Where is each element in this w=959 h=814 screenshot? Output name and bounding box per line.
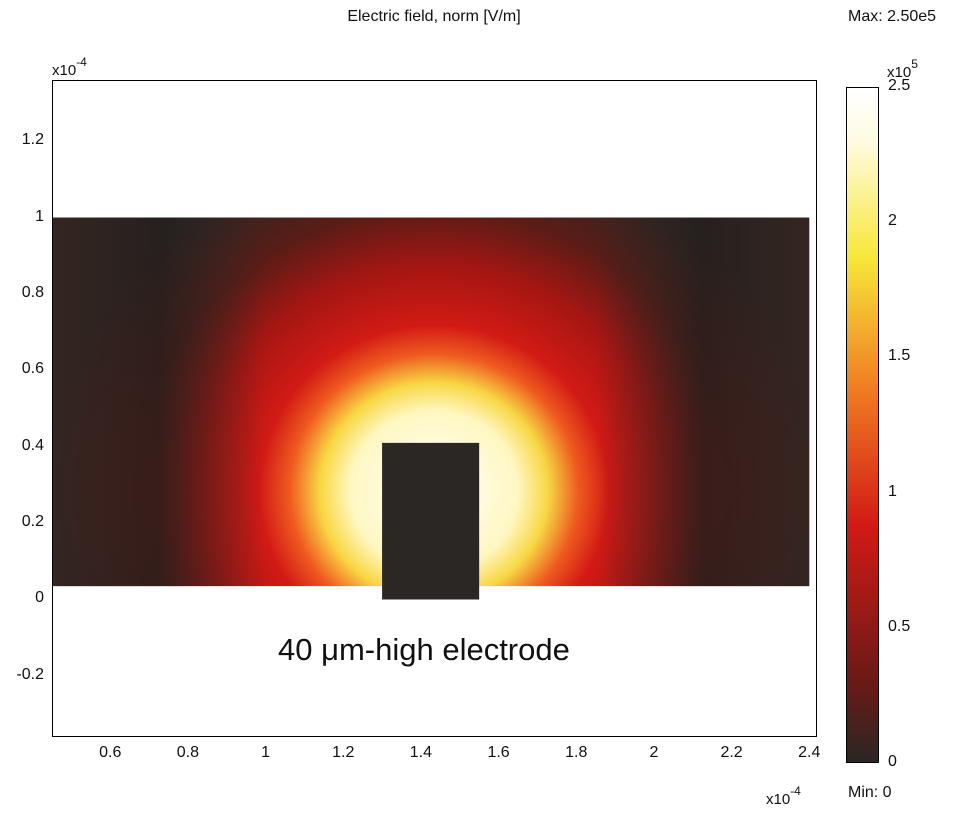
- y-tick-label: 0.6: [21, 360, 44, 378]
- plot-area: [52, 80, 817, 737]
- y-tick-label: -0.2: [16, 665, 44, 683]
- max-label: Max: 2.50e5: [848, 8, 937, 25]
- chart-title: Electric field, norm [V/m]: [347, 8, 521, 25]
- x-tick-label: 1: [261, 744, 271, 761]
- x-tick-label: 1.8: [565, 744, 588, 761]
- colorbar: [846, 87, 879, 763]
- x-tick-label: 2: [649, 744, 659, 761]
- colorbar-tick-label: 0: [888, 753, 897, 770]
- colorbar-tick-label: 0.5: [888, 617, 911, 635]
- x-tick-label: 1.6: [487, 744, 510, 761]
- x-tick-label: 0.8: [176, 744, 200, 761]
- colorbar-tick-label: 2: [888, 212, 897, 230]
- x-tick-label: 2.4: [798, 744, 821, 761]
- y-tick-label: 0.2: [21, 513, 44, 531]
- colorbar-tick-label: 1.5: [888, 347, 911, 365]
- x-tick-label: 1.2: [332, 744, 355, 761]
- y-axis-multiplier: x10-4: [52, 55, 87, 79]
- colorbar-tick-label: 1: [888, 482, 897, 500]
- electrode: [382, 442, 480, 600]
- electrode-annotation: 40 μm-high electrode: [278, 632, 570, 667]
- y-tick-label: 0.8: [21, 283, 44, 301]
- y-tick-label: 1.2: [21, 131, 44, 149]
- field-map: [53, 217, 810, 600]
- colorbar-tick-label: 2.5: [888, 77, 911, 94]
- y-tick-label: 1: [35, 207, 44, 225]
- y-tick-label: 0.4: [21, 436, 44, 454]
- x-axis-multiplier: x10-4: [766, 784, 801, 808]
- x-tick-label: 2.2: [720, 744, 743, 761]
- y-tick-label: 0: [35, 589, 44, 607]
- colorbar-multiplier: x105: [887, 57, 918, 81]
- x-tick-label: 0.6: [99, 744, 122, 761]
- x-tick-label: 1.4: [409, 744, 433, 761]
- min-label: Min: 0: [848, 784, 892, 801]
